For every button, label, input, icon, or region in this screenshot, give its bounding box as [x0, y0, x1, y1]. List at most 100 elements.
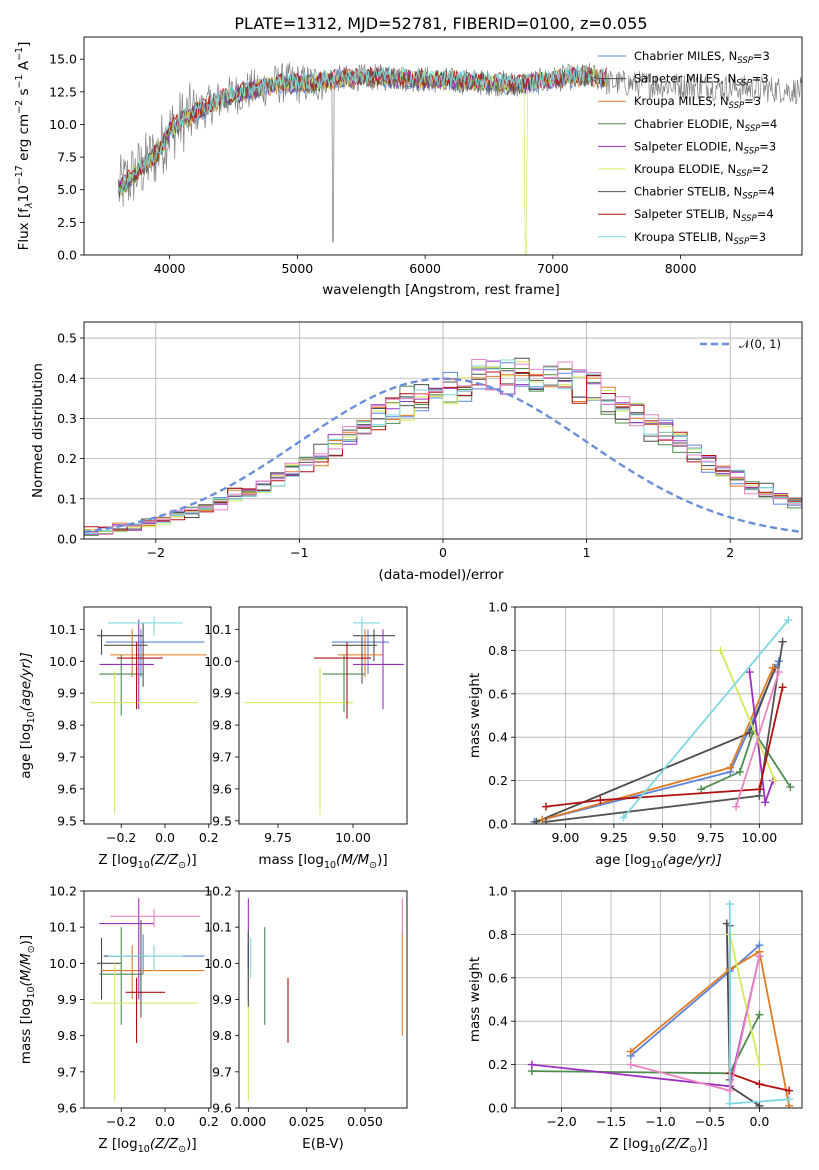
label-part: Salpeter MILES, N: [634, 72, 736, 86]
x-tick-label: 9.00: [551, 830, 579, 845]
y-tick-label: 0.3: [57, 411, 77, 426]
y-tick-label: 10.1: [49, 920, 77, 935]
x-tick-label: 5000: [281, 261, 313, 276]
y-tick-label: 9.6: [57, 781, 77, 796]
y-tick-label: 9.6: [212, 1101, 232, 1116]
weight-point-marker: [785, 1086, 794, 1095]
x-tick-label: 0.0: [155, 1114, 175, 1129]
x-tick-label: −2: [147, 545, 165, 560]
x-tick-label: −2.0: [546, 1114, 576, 1129]
weight-point-marker: [697, 785, 706, 794]
weight-point-marker: [774, 668, 783, 677]
label-part: =4: [757, 207, 774, 221]
y-tick-label: 1.0: [488, 884, 508, 899]
x-axis-label: E(B-V): [302, 1136, 344, 1152]
y-tick-label: 0.4: [488, 1014, 508, 1029]
label-part: SSP: [729, 101, 745, 111]
label-part: SSP: [737, 56, 753, 66]
y-tick-label: 10.0: [49, 654, 77, 669]
y-tick-label: 9.9: [57, 686, 77, 701]
label-part: (Z/Z: [150, 852, 179, 868]
label-part: (Z/Z: [661, 1136, 690, 1152]
y-tick-label: 0.8: [488, 643, 508, 658]
x-tick-label: 10.00: [335, 830, 371, 845]
label-part: 10: [138, 1144, 150, 1155]
plot-area: [245, 616, 404, 815]
label-part: ⊙: [178, 1144, 186, 1155]
label-part: =3: [759, 139, 776, 153]
y-tick-label: 0.6: [488, 970, 508, 985]
x-tick-label: 0: [439, 545, 447, 560]
x-axis-label: mass [log10(M/M⊙)]: [258, 852, 387, 871]
legend-entry: Chabrier MILES, NSSP=3: [634, 49, 770, 66]
label-part: =3: [752, 72, 769, 86]
label-part: Kroupa STELIB, N: [634, 230, 734, 244]
figure-title: PLATE=1312, MJD=52781, FIBERID=0100, z=0…: [234, 14, 647, 33]
axes-frame: [83, 321, 803, 540]
label-part: mass [log: [18, 999, 34, 1065]
weight-point-marker: [761, 798, 770, 807]
label-part: SSP: [745, 124, 761, 134]
chart-age_vs_Z: −0.2 0.0 0.29.59.69.79.89.910.010.1Z [log1…: [18, 606, 219, 871]
y-axis-label: age [log10(age/yr)]: [18, 652, 37, 778]
y-tick-label: 9.9: [212, 686, 232, 701]
y-tick-label: 10.2: [49, 884, 77, 899]
weight-point-marker: [786, 783, 795, 792]
y-tick-label: 0.0: [488, 817, 508, 832]
y-tick-label: 0.2: [57, 451, 77, 466]
y-tick-label: 9.7: [212, 1064, 232, 1079]
label-part: (M/M: [336, 852, 369, 868]
x-tick-label: 0.025: [289, 1114, 325, 1129]
x-tick-label: 0.0: [155, 830, 175, 845]
axes-frame: [238, 606, 408, 825]
y-tick-label: 9.8: [57, 1028, 77, 1043]
label-part: SSP: [736, 169, 752, 179]
x-tick-label: 9.75: [264, 830, 292, 845]
chart-mass_vs_ebv: 0.000 0.025 0.050 9.6 9.7 9.8 9.9 10.0 10.1 10.2 E…: [204, 884, 408, 1152]
label-part: −2: [14, 100, 25, 114]
x-tick-label: 9.25: [600, 830, 628, 845]
y-tick-label: 0.4: [57, 371, 77, 386]
x-tick-label: 0.2: [199, 1114, 219, 1129]
y-tick-label: 10.0: [204, 654, 232, 669]
legend-entry: Kroupa STELIB, NSSP=3: [634, 230, 766, 247]
legend-entry: 𝒩(0, 1): [739, 337, 781, 351]
y-tick-label: 9.8: [212, 718, 232, 733]
y-tick-label: 15.0: [49, 52, 77, 67]
chart-residuals: −2 −1 0 1 2 0.0 0.1 0.2 0.3 0.4 0.5 𝒩(0, 1) (data-mo…: [30, 321, 803, 583]
y-tick-label: 9.7: [212, 749, 232, 764]
x-axis-label: Z [log10(Z/Z⊙)]: [609, 1136, 707, 1155]
legend-entry: Salpeter MILES, NSSP=3: [634, 72, 769, 89]
y-axis-label: mass [log10(M/M⊙)]: [18, 935, 37, 1064]
legend-entry: Salpeter ELODIE, NSSP=3: [634, 139, 776, 156]
label-part: =3: [749, 230, 766, 244]
plot-area: [527, 900, 794, 1108]
weight-point-marker: [755, 785, 764, 794]
weight-point-marker: [619, 813, 628, 822]
chart-weight_vs_age: 9.00 9.25 9.50 9.75 10.00 0.0 0.2 0.4 0.6 0.8 1.0 a…: [467, 600, 803, 871]
label-part: Flux [f: [16, 207, 32, 251]
model-spectrum-kroupa-elodie: [118, 66, 607, 255]
plot-area: [118, 62, 802, 255]
label-part: 10: [138, 860, 150, 871]
plot-area: [90, 616, 207, 815]
label-part: ⊙: [178, 860, 186, 871]
chart-age_vs_mass: 9.75 10.00 9.5 9.6 9.7 9.8 9.9 10.0 10.1 mass [lo…: [204, 606, 408, 871]
residual-histogram: [84, 373, 802, 533]
label-part: 10: [26, 986, 37, 998]
label-part: (Z/Z: [150, 1136, 179, 1152]
label-part: Z [log: [98, 852, 137, 868]
weight-point-marker: [755, 1010, 764, 1019]
label-part: (M/M: [18, 953, 34, 986]
label-part: Salpeter STELIB, N: [634, 207, 741, 221]
y-tick-label: 0.5: [57, 331, 77, 346]
x-tick-label: 0.000: [230, 1114, 266, 1129]
y-tick-label: 0.2: [488, 1057, 508, 1072]
weight-point-marker: [716, 646, 725, 655]
weight-point-marker: [732, 802, 741, 811]
x-tick-label: 6000: [409, 261, 441, 276]
legend-entry: Salpeter STELIB, NSSP=4: [634, 207, 774, 224]
label-part: Z [log: [98, 1136, 137, 1152]
chart-spectrum: 4000 5000 6000 7000 8000 0.0 2.5 5.0 7.5 10.0 12.5…: [14, 36, 803, 298]
